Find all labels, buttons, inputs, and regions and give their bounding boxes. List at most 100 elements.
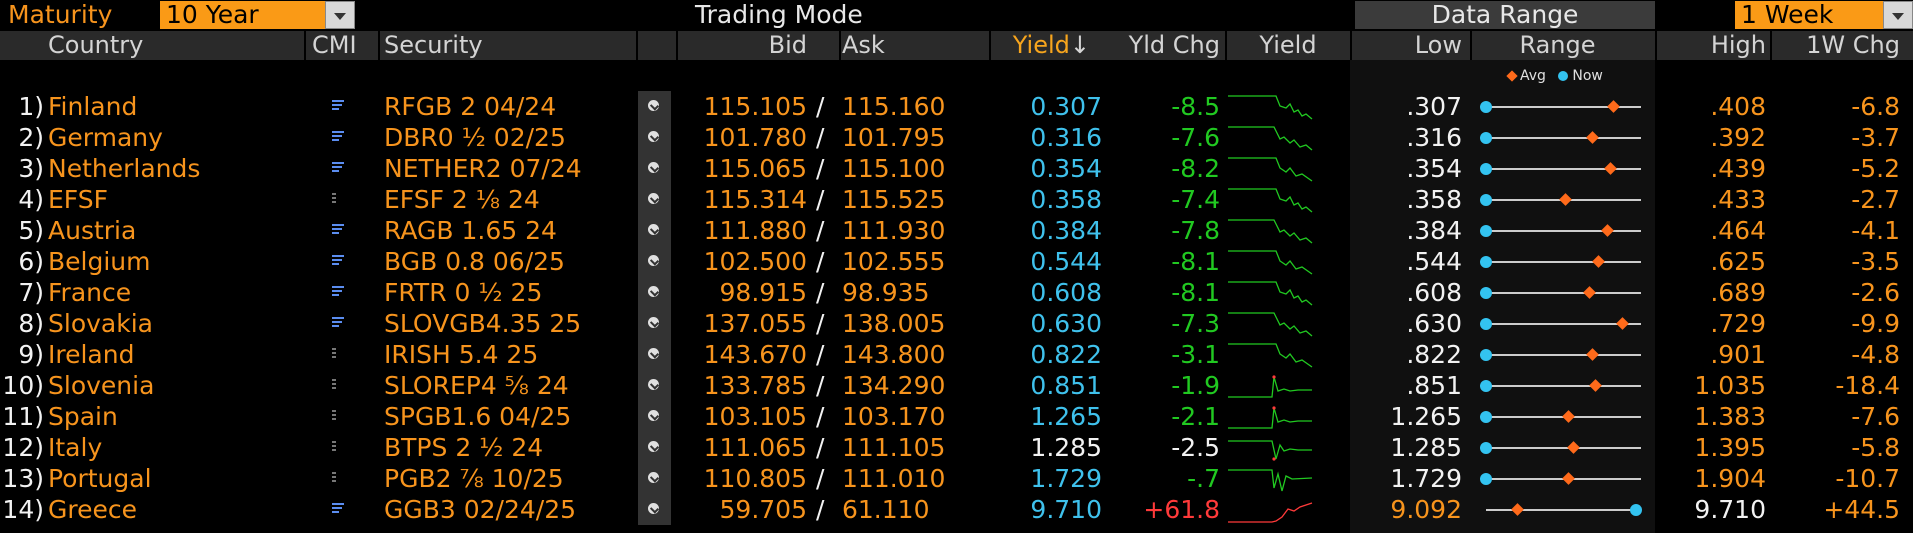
bid-price: 137.055 [703,309,807,338]
table-row[interactable]: 7) France FRTR 0 ½ 25 98.915 / 98.935 0.608 -8.… [0,277,1913,308]
row-number: 2) [18,123,44,152]
range-line [1486,230,1641,232]
col-country[interactable]: Country [48,31,144,59]
row-number: 5) [18,216,44,245]
security-dropdown-icon[interactable] [638,184,671,215]
now-dot-icon [1558,71,1569,81]
security-dropdown-icon[interactable] [638,401,671,432]
maturity-dropdown-button[interactable] [325,1,355,29]
cmi-bars-icon[interactable] [332,441,344,455]
table-row[interactable]: 10) Slovenia SLOREP4 ⅝ 24 133.785 / 134.290 0.… [0,370,1913,401]
yield-value: 0.384 [1030,216,1102,245]
security-dropdown-icon[interactable] [638,215,671,246]
row-number: 10) [2,371,44,400]
country-name: Netherlands [48,154,201,183]
cmi-bars-icon[interactable] [332,131,344,145]
yield-value: 0.851 [1030,371,1102,400]
table-row[interactable]: 1) Finland RFGB 2 04/24 115.105 / 115.160 0.30… [0,91,1913,122]
high-value: .408 [1710,92,1766,121]
yield-change: -8.5 [1171,92,1220,121]
security-dropdown-icon[interactable] [638,153,671,184]
table-row[interactable]: 11) Spain SPGB1.6 04/25 103.105 / 103.170 1.26… [0,401,1913,432]
table-row[interactable]: 6) Belgium BGB 0.8 06/25 102.500 / 102.555 0.5… [0,246,1913,277]
cmi-bars-icon[interactable] [332,193,344,207]
cmi-bars-icon[interactable] [332,503,344,517]
cmi-bars-icon[interactable] [332,379,344,393]
bid-ask-separator: / [816,371,825,400]
cmi-bars-icon[interactable] [332,348,344,362]
low-value: .822 [1406,340,1462,369]
cmi-bars-icon[interactable] [332,286,344,300]
yield-value: 0.307 [1030,92,1102,121]
col-high[interactable]: High [1710,31,1766,59]
now-marker-icon [1480,349,1492,361]
security-dropdown-icon[interactable] [638,277,671,308]
bid-ask-separator: / [816,495,825,524]
high-value: 1.904 [1694,464,1766,493]
change-1w: -7.6 [1851,402,1900,431]
col-cmi[interactable]: CMI [312,31,357,59]
high-value: .625 [1710,247,1766,276]
col-yld-chg[interactable]: Yld Chg [1128,31,1220,59]
cmi-bars-icon[interactable] [332,472,344,486]
col-yield-sorted[interactable]: Yield↓ [990,31,1090,60]
high-value: .689 [1710,278,1766,307]
data-range-dropdown[interactable]: 1 Week [1735,1,1885,29]
col-bid[interactable]: Bid [768,31,807,59]
cmi-bars-icon[interactable] [332,317,344,331]
security-dropdown-icon[interactable] [638,308,671,339]
yield-sparkline [1228,126,1313,151]
table-row[interactable]: 12) Italy BTPS 2 ½ 24 111.065 / 111.105 1.285 -… [0,432,1913,463]
col-low[interactable]: Low [1414,31,1462,59]
table-row[interactable]: 2) Germany DBR0 ½ 02/25 101.780 / 101.795 0.31… [0,122,1913,153]
security-dropdown-icon[interactable] [638,370,671,401]
cmi-bars-icon[interactable] [332,255,344,269]
table-row[interactable]: 13) Portugal PGB2 ⅞ 10/25 110.805 / 111.010 1.… [0,463,1913,494]
table-row[interactable]: 4) EFSF EFSF 2 ⅛ 24 115.314 / 115.525 0.358 -7.… [0,184,1913,215]
table-row[interactable]: 3) Netherlands NETHER2 07/24 115.065 / 115.10… [0,153,1913,184]
cmi-bars-icon[interactable] [332,100,344,114]
bid-price: 110.805 [703,464,807,493]
table-row[interactable]: 5) Austria RAGB 1.65 24 111.880 / 111.930 0.38… [0,215,1913,246]
col-ask[interactable]: Ask [842,31,885,59]
table-row[interactable]: 8) Slovakia SLOVGB4.35 25 137.055 / 138.005 0.… [0,308,1913,339]
avg-marker-icon [1586,348,1599,361]
data-range-dropdown-button[interactable] [1883,1,1913,29]
bid-ask-separator: / [816,185,825,214]
col-1w-chg[interactable]: 1W Chg [1806,31,1900,59]
avg-marker-icon [1511,503,1524,516]
security-dropdown-icon[interactable] [638,432,671,463]
now-marker-icon [1480,132,1492,144]
ask-price: 115.100 [842,154,946,183]
security-dropdown-icon[interactable] [638,122,671,153]
yield-value: 0.822 [1030,340,1102,369]
security-dropdown-icon[interactable] [638,339,671,370]
col-yield-chart[interactable]: Yield [1259,31,1317,59]
cmi-bars-icon[interactable] [332,162,344,176]
security-ticker: RFGB 2 04/24 [384,92,557,121]
security-dropdown-icon[interactable] [638,246,671,277]
country-name: Greece [48,495,137,524]
range-line [1486,447,1641,449]
cmi-bars-icon[interactable] [332,224,344,238]
col-security[interactable]: Security [384,31,483,59]
maturity-dropdown[interactable]: 10 Year [160,1,325,29]
security-dropdown-icon[interactable] [638,463,671,494]
security-dropdown-icon[interactable] [638,91,671,122]
col-divider [378,31,380,60]
range-bar [1480,463,1645,494]
bid-price: 115.314 [703,185,807,214]
range-bar [1480,370,1645,401]
bid-price: 115.065 [703,154,807,183]
col-range[interactable]: Range [1519,31,1596,59]
range-bar [1480,494,1645,525]
table-row[interactable]: 14) Greece GGB3 02/24/25 59.705 / 61.110 9.710… [0,494,1913,525]
col-divider [1350,31,1352,60]
bid-price: 59.705 [719,495,807,524]
security-dropdown-icon[interactable] [638,494,671,525]
security-ticker: SPGB1.6 04/25 [384,402,572,431]
range-line [1486,168,1641,170]
cmi-bars-icon[interactable] [332,410,344,424]
change-1w: -2.7 [1851,185,1900,214]
table-row[interactable]: 9) Ireland IRISH 5.4 25 143.670 / 143.800 0.82… [0,339,1913,370]
